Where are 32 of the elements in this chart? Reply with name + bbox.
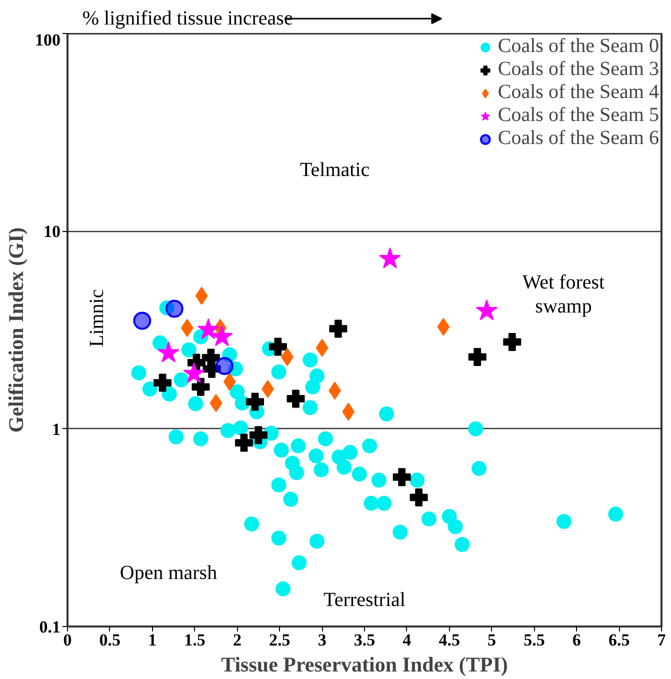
x-tick-label: 4.5 (438, 630, 460, 650)
text: % lignified tissue increase (82, 8, 293, 30)
annotation: Wet forest swamp (522, 271, 606, 318)
annotation: Telmatic (300, 158, 370, 181)
legend-label: Coals of the Seam 6 (498, 127, 659, 150)
y-tick-label: 100 (35, 30, 60, 50)
x-tick-label: 4 (402, 630, 412, 650)
x-tick-label: 6.5 (608, 630, 630, 650)
x-tick-label: 3.5 (354, 630, 376, 650)
x-tick-label: 0 (63, 630, 72, 650)
x-axis-title: Tissue Preservation Index (TPI) (221, 652, 508, 676)
x-tick-label: 7 (657, 630, 666, 650)
x-tick-label: 3 (318, 630, 326, 650)
legend-label: Coals of the Seam 5 (498, 104, 659, 127)
x-tick-label: 0.5 (99, 630, 121, 650)
y-tick-label: 0.1 (39, 618, 60, 636)
annotation: Open marsh (120, 562, 218, 584)
y-tick-label: 1 (52, 420, 60, 439)
x-tick-label: 2 (232, 630, 242, 650)
legend-label: Coals of the Seam 0 (498, 35, 659, 58)
x-tick-label: 6 (572, 630, 581, 650)
x-tick-label: 1.5 (184, 630, 206, 650)
legend-label: Coals of the Seam 4 (498, 81, 659, 104)
legend-label: Coals of the Seam 3 (498, 58, 659, 81)
y-tick-label: 10 (44, 222, 60, 242)
annotation: Terrestrial (324, 588, 406, 611)
y-axis-title: Gelification Index (GI) (4, 227, 28, 433)
annotation: Limnic (86, 289, 108, 348)
x-tick-label: 5 (488, 630, 496, 650)
x-tick-label: 2.5 (269, 630, 290, 650)
x-tick-label: 5.5 (524, 630, 545, 650)
x-tick-label: 1 (148, 630, 157, 650)
